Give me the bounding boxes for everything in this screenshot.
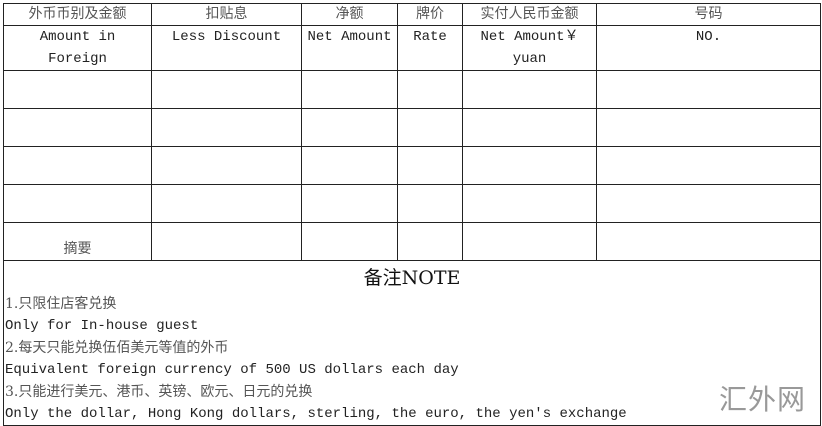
header-row-en: Amount in Foreign Less Discount Net Amou… xyxy=(3,25,821,71)
exchange-form-table: 外币币别及金额 扣贴息 净额 牌价 实付人民币金额 号码 Amount in F… xyxy=(3,3,821,426)
header-cn: 实付人民币金额 xyxy=(462,3,597,26)
cell[interactable] xyxy=(397,70,463,109)
cell[interactable] xyxy=(3,108,152,147)
summary-label: 摘要 xyxy=(3,222,152,261)
cell[interactable] xyxy=(462,108,597,147)
note-line: 1.只限住店客兑换 xyxy=(5,296,117,312)
table-row xyxy=(3,108,821,147)
cell[interactable] xyxy=(397,146,463,185)
header-cn: 牌价 xyxy=(397,3,463,26)
notes-row: 备注NOTE 1.只限住店客兑换 Only for In-house guest… xyxy=(3,260,821,426)
cell[interactable] xyxy=(301,222,398,261)
header-cn: 外币币别及金额 xyxy=(3,3,152,26)
header-en: Amount in Foreign xyxy=(3,25,152,71)
table-row xyxy=(3,70,821,109)
cell[interactable] xyxy=(462,222,597,261)
cell[interactable] xyxy=(397,184,463,223)
cell[interactable] xyxy=(462,146,597,185)
header-en: NO. xyxy=(596,25,821,71)
cell[interactable] xyxy=(151,70,302,109)
cell[interactable] xyxy=(596,70,821,109)
table-row xyxy=(3,184,821,223)
header-cn: 扣贴息 xyxy=(151,3,302,26)
header-row-cn: 外币币别及金额 扣贴息 净额 牌价 实付人民币金额 号码 xyxy=(3,3,821,26)
cell[interactable] xyxy=(596,184,821,223)
cell[interactable] xyxy=(3,70,152,109)
header-cn: 号码 xyxy=(596,3,821,26)
note-line: 2.每天只能兑换伍佰美元等值的外币 xyxy=(5,340,229,356)
cell[interactable] xyxy=(596,146,821,185)
cell[interactable] xyxy=(301,184,398,223)
header-en: Less Discount xyxy=(151,25,302,71)
note-line: Only the dollar, Hong Kong dollars, ster… xyxy=(5,406,627,422)
header-en: Net Amount￥ yuan xyxy=(462,25,597,71)
cell[interactable] xyxy=(301,146,398,185)
cell[interactable] xyxy=(151,184,302,223)
cell[interactable] xyxy=(151,146,302,185)
cell[interactable] xyxy=(3,184,152,223)
cell[interactable] xyxy=(301,70,398,109)
cell[interactable] xyxy=(301,108,398,147)
cell[interactable] xyxy=(151,108,302,147)
note-line: Equivalent foreign currency of 500 US do… xyxy=(5,362,459,378)
header-cn: 净额 xyxy=(301,3,398,26)
header-en: Net Amount xyxy=(301,25,398,71)
note-line: Only for In-house guest xyxy=(5,318,199,334)
notes-cell: 备注NOTE 1.只限住店客兑换 Only for In-house guest… xyxy=(3,260,821,426)
cell[interactable] xyxy=(397,108,463,147)
cell[interactable] xyxy=(3,146,152,185)
cell[interactable] xyxy=(397,222,463,261)
cell[interactable] xyxy=(462,70,597,109)
cell[interactable] xyxy=(596,108,821,147)
note-line: 3.只能进行美元、港币、英镑、欧元、日元的兑换 xyxy=(5,384,313,400)
table-row xyxy=(3,146,821,185)
summary-row: 摘要 xyxy=(3,222,821,261)
cell[interactable] xyxy=(151,222,302,261)
header-en: Rate xyxy=(397,25,463,71)
notes-title: 备注NOTE xyxy=(363,267,461,289)
cell[interactable] xyxy=(462,184,597,223)
cell[interactable] xyxy=(596,222,821,261)
watermark: 汇外网 xyxy=(718,383,806,416)
